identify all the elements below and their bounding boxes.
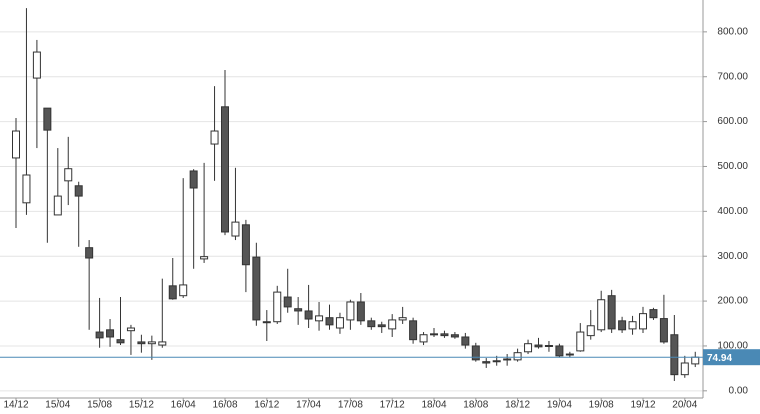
candle-body — [691, 356, 700, 365]
candle-body — [607, 295, 616, 330]
y-tick-label: 200.00 — [717, 296, 748, 307]
candle-body — [32, 51, 41, 79]
candle-body — [544, 345, 553, 348]
candle-body — [430, 333, 438, 336]
x-tick-label: 17/04 — [296, 400, 321, 409]
candle-body — [503, 358, 512, 361]
x-tick-label: 15/12 — [129, 400, 154, 409]
last-price-label: 74.94 — [707, 353, 732, 364]
candle-body — [231, 221, 240, 237]
candle-body — [12, 130, 20, 159]
candle-body — [273, 291, 282, 323]
x-tick-label: 16/12 — [254, 400, 279, 409]
x-tick-label: 16/08 — [212, 400, 237, 409]
y-tick-label: 600.00 — [717, 116, 748, 127]
candle-body — [221, 106, 229, 233]
candle-body — [147, 341, 156, 345]
candle-body — [597, 299, 606, 331]
y-tick-label: 400.00 — [717, 206, 748, 217]
candle-body — [85, 247, 94, 259]
candle-body — [241, 224, 250, 266]
x-tick-label: 16/04 — [171, 400, 196, 409]
candle-body — [210, 130, 219, 145]
candle-body — [450, 334, 459, 338]
candle-body — [64, 168, 73, 182]
candle-body — [482, 361, 491, 364]
candle-body — [325, 317, 334, 326]
candle-body — [53, 195, 62, 216]
candle-body — [294, 308, 303, 312]
candle-body — [419, 334, 428, 343]
y-tick-label: 0.00 — [729, 385, 749, 396]
candle-body — [492, 360, 501, 363]
candle-body — [106, 329, 115, 338]
candle-body — [346, 301, 355, 321]
candle-body — [513, 352, 522, 361]
y-tick-label: 800.00 — [717, 26, 748, 37]
y-tick-label: 500.00 — [717, 161, 748, 172]
x-tick-label: 18/08 — [463, 400, 488, 409]
candle-body — [555, 345, 564, 357]
x-tick-label: 15/04 — [45, 400, 70, 409]
candle-body — [440, 333, 449, 337]
candle-body — [670, 334, 679, 376]
candle-body — [126, 327, 135, 332]
x-tick-label: 19/08 — [589, 400, 614, 409]
last-price-box — [703, 349, 760, 366]
candle-body — [262, 321, 271, 324]
candle-body — [461, 336, 470, 346]
x-tick-label: 18/12 — [505, 400, 530, 409]
candle-body — [95, 331, 104, 339]
candle-body — [315, 315, 324, 322]
candle-body — [304, 310, 313, 320]
y-tick-label: 700.00 — [717, 71, 748, 82]
y-tick-label: 100.00 — [717, 341, 748, 352]
candle-body — [74, 185, 83, 197]
candle-body — [137, 341, 146, 345]
x-tick-label: 20/04 — [672, 400, 697, 409]
candle-body — [22, 174, 31, 204]
candle-body — [524, 343, 533, 353]
candle-body — [534, 344, 543, 348]
candle-body — [409, 320, 418, 341]
candle-body — [586, 325, 595, 337]
candle-body — [680, 362, 689, 376]
candle-body — [356, 301, 365, 322]
candle-body — [168, 285, 177, 300]
x-tick-label: 17/12 — [380, 400, 405, 409]
candle-body — [649, 309, 658, 319]
x-tick-label: 19/12 — [630, 400, 655, 409]
x-tick-label: 17/08 — [338, 400, 363, 409]
candle-body — [471, 345, 480, 361]
candle-body — [576, 331, 585, 352]
candle-body — [639, 313, 647, 330]
candle-body — [367, 320, 376, 328]
x-tick-label: 18/04 — [421, 400, 446, 409]
candle-body — [628, 321, 637, 330]
x-tick-label: 15/08 — [87, 400, 112, 409]
candle-body — [200, 256, 209, 260]
candle-body — [377, 324, 386, 328]
candle-body — [388, 319, 397, 330]
y-tick-label: 300.00 — [717, 251, 748, 262]
candle-body — [659, 318, 668, 343]
candle-body — [43, 107, 52, 131]
candle-body — [335, 317, 344, 329]
candle-body — [283, 296, 292, 308]
candle-body — [618, 320, 627, 331]
x-tick-label: 14/12 — [3, 400, 28, 409]
candle-body — [179, 284, 188, 297]
candle-body — [565, 353, 574, 356]
candle-body — [398, 317, 407, 321]
candle-body — [158, 341, 167, 346]
x-tick-label: 19/04 — [547, 400, 572, 409]
candle-body — [116, 339, 125, 344]
candle-body — [189, 170, 198, 189]
candle-body — [252, 256, 261, 321]
